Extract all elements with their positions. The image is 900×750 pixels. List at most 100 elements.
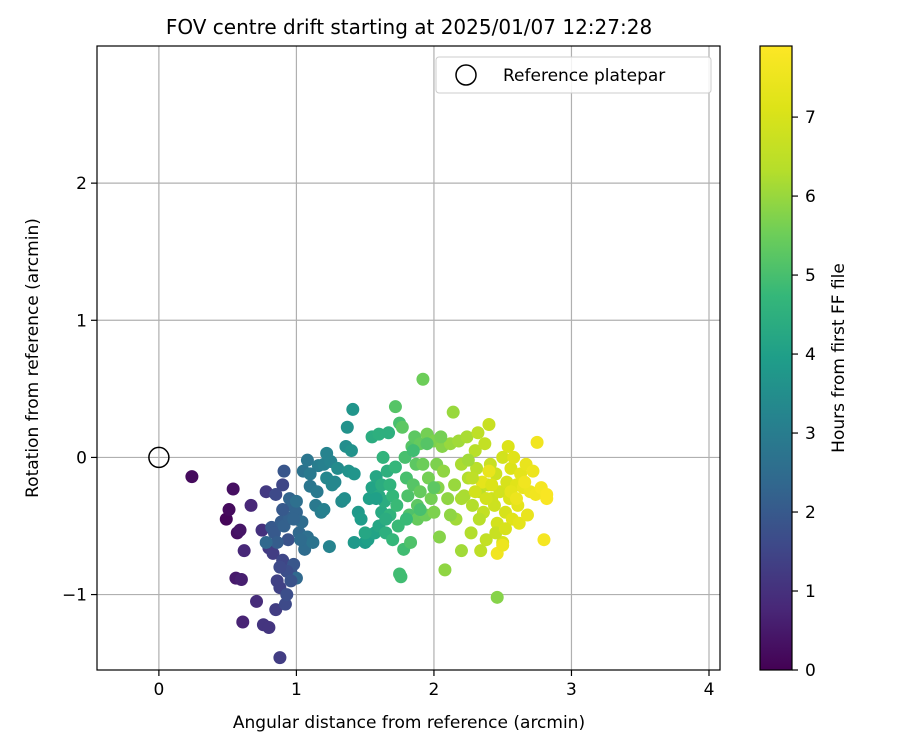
data-point <box>346 402 360 416</box>
data-point <box>421 471 435 485</box>
colorbar-tick-label: 7 <box>805 108 816 128</box>
colorbar-ticks: 0 1 2 3 4 5 6 7 <box>792 108 816 681</box>
data-point <box>520 508 534 522</box>
data-point <box>259 535 273 549</box>
y-tick-label: 1 <box>76 311 87 331</box>
data-point <box>446 405 460 419</box>
data-point <box>540 487 554 501</box>
data-point <box>401 489 415 503</box>
data-point <box>416 457 430 471</box>
data-point <box>300 453 314 467</box>
data-point <box>358 526 372 540</box>
colorbar-tick-label: 6 <box>805 187 816 207</box>
x-tick-label: 0 <box>153 680 164 700</box>
y-gridlines <box>97 182 720 596</box>
data-point <box>406 444 420 458</box>
data-point <box>278 597 292 611</box>
data-point <box>306 535 320 549</box>
data-point <box>413 485 427 499</box>
x-tick-label: 1 <box>291 680 302 700</box>
data-point <box>468 444 482 458</box>
data-point <box>317 503 331 517</box>
data-point <box>250 594 264 608</box>
legend-label: Reference platepar <box>503 66 665 86</box>
data-point <box>372 427 386 441</box>
data-point <box>526 464 540 478</box>
data-point <box>379 512 393 526</box>
data-point <box>226 482 240 496</box>
data-point <box>504 461 518 475</box>
data-point <box>244 498 258 512</box>
data-point <box>347 467 361 481</box>
y-tick-label: −1 <box>62 586 87 606</box>
data-point <box>441 492 455 506</box>
data-point <box>338 492 352 506</box>
x-axis-ticks: 0 1 2 3 4 <box>153 670 714 700</box>
data-point <box>427 481 441 495</box>
x-tick-label: 4 <box>704 680 715 700</box>
y-axis-label: Rotation from reference (arcmin) <box>23 218 43 498</box>
data-point <box>416 372 430 386</box>
data-point <box>512 516 526 530</box>
data-point <box>471 426 485 440</box>
data-point <box>185 470 199 484</box>
data-point <box>266 546 280 560</box>
y-tick-label: 2 <box>76 174 87 194</box>
data-point <box>262 620 276 634</box>
data-point <box>388 460 402 474</box>
data-point <box>465 498 479 512</box>
legend-marker <box>455 64 477 86</box>
data-point <box>284 574 298 588</box>
data-point <box>376 450 390 464</box>
data-point <box>438 563 452 577</box>
x-tick-label: 2 <box>429 680 440 700</box>
data-point <box>509 492 523 506</box>
data-point <box>413 503 427 517</box>
data-point <box>281 533 295 547</box>
data-point <box>369 492 383 506</box>
colorbar-tick-label: 5 <box>805 266 816 286</box>
colorbar-tick-label: 3 <box>805 424 816 444</box>
data-point <box>427 505 441 519</box>
data-point <box>273 560 287 574</box>
chart-title: FOV centre drift starting at 2025/01/07 … <box>166 15 652 39</box>
x-axis-label: Angular distance from reference (arcmin) <box>233 713 585 733</box>
data-point <box>344 444 358 458</box>
data-point <box>479 533 493 547</box>
legend-box <box>435 56 712 94</box>
data-point <box>443 508 457 522</box>
data-point <box>432 530 446 544</box>
data-point <box>490 590 504 604</box>
data-point <box>269 487 283 501</box>
data-point <box>460 430 474 444</box>
data-point <box>395 420 409 434</box>
data-point <box>404 535 418 549</box>
y-axis-ticks: −1 0 1 2 <box>62 174 97 606</box>
data-point <box>340 420 354 434</box>
data-point <box>482 418 496 432</box>
data-point <box>537 533 551 547</box>
data-point <box>222 503 236 517</box>
data-point <box>485 478 499 492</box>
data-point <box>331 461 345 475</box>
data-point <box>479 492 493 506</box>
data-point <box>474 544 488 558</box>
data-point <box>234 572 248 586</box>
colorbar-tick-label: 0 <box>805 661 816 681</box>
x-tick-label: 3 <box>566 680 577 700</box>
data-point <box>289 494 303 508</box>
legend: Reference platepar <box>435 56 712 94</box>
data-point <box>303 467 317 481</box>
data-point <box>347 535 361 549</box>
data-point <box>448 478 462 492</box>
data-points <box>185 372 554 665</box>
data-point <box>354 512 368 526</box>
reference-platepar-marker <box>148 446 170 469</box>
data-point <box>434 430 448 444</box>
data-point <box>383 478 397 492</box>
data-point <box>388 400 402 414</box>
plot-frame <box>96 45 721 671</box>
colorbar-tick-label: 2 <box>805 503 816 523</box>
data-point <box>482 464 496 478</box>
